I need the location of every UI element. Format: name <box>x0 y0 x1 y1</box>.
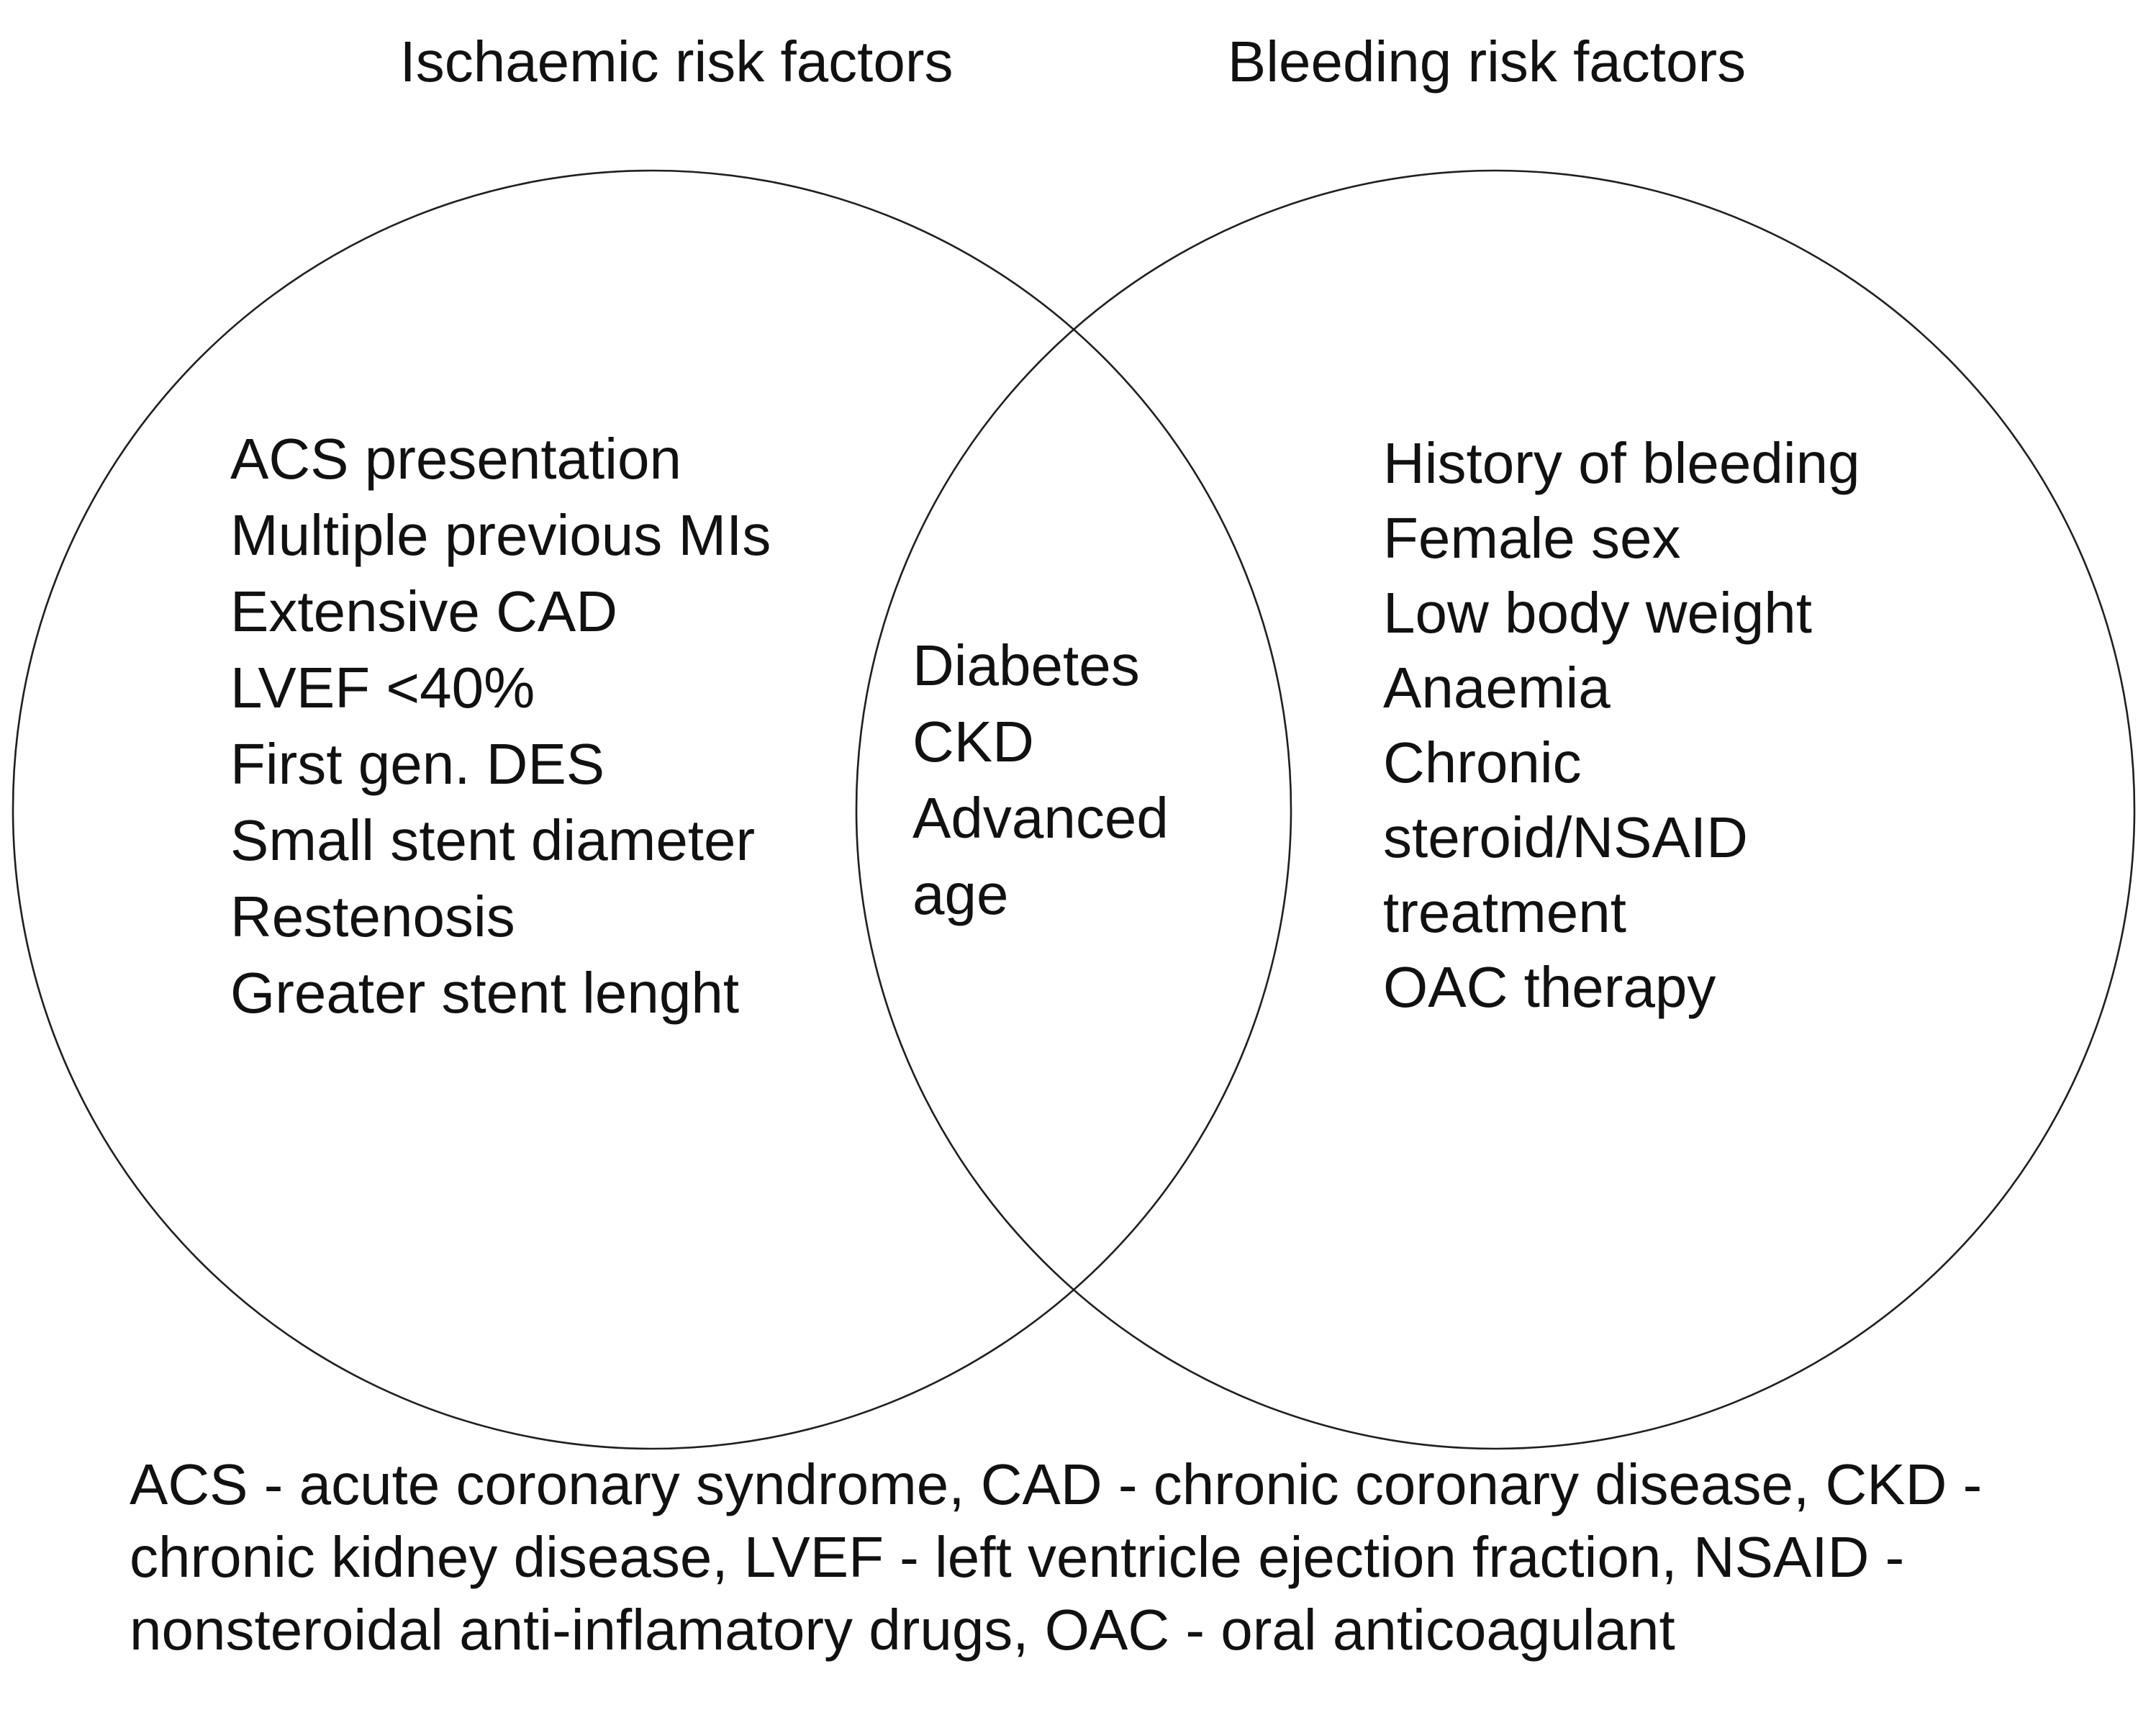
bleeding-risk-item: Chronic steroid/NSAID treatment <box>1383 730 1748 944</box>
legend-line: chronic kidney disease, LVEF - left vent… <box>130 1525 1905 1589</box>
bleeding-risk-item: Anaemia <box>1383 656 1611 720</box>
right-circle-outline <box>855 169 2136 1450</box>
overlap-items: Diabetes CKD Advanced age <box>912 628 1215 933</box>
ischaemic-risk-item: Greater stent lenght <box>230 961 740 1025</box>
shared-risk-item: Advanced age <box>912 786 1169 926</box>
shared-risk-item: CKD <box>912 710 1034 774</box>
bleeding-risk-item: Female sex <box>1383 506 1681 570</box>
right-circle-items: History of bleeding Female sex Low body we… <box>1383 426 1887 1025</box>
ischaemic-risk-item: First gen. DES <box>230 732 605 796</box>
bleeding-risk-item: Low body weight <box>1383 581 1812 645</box>
legend-line: nonsteroidal anti-inflamatory drugs, OAC… <box>130 1598 1675 1662</box>
ischaemic-risk-item: Small stent diameter <box>230 808 756 872</box>
legend-line: ACS - acute coronary syndrome, CAD - chr… <box>130 1452 1983 1516</box>
left-circle-items: ACS presentation Multiple previous MIs Ext… <box>230 421 849 1031</box>
bleeding-risk-item: OAC therapy <box>1383 955 1716 1019</box>
left-circle-outline <box>12 169 1292 1450</box>
shared-risk-item: Diabetes <box>912 633 1140 697</box>
ischaemic-risk-item: Restenosis <box>230 884 515 949</box>
abbreviation-legend: ACS - acute coronary syndrome, CAD - chr… <box>130 1448 2130 1666</box>
right-circle-title: Bleeding risk factors <box>1227 30 1747 94</box>
ischaemic-risk-item: LVEF <40% <box>230 656 535 720</box>
bleeding-risk-item: History of bleeding <box>1383 431 1860 495</box>
ischaemic-risk-item: ACS presentation <box>230 427 682 491</box>
ischaemic-risk-item: Extensive CAD <box>230 579 617 643</box>
ischaemic-risk-item: Multiple previous MIs <box>230 503 771 567</box>
left-circle-title: Ischaemic risk factors <box>399 30 954 94</box>
